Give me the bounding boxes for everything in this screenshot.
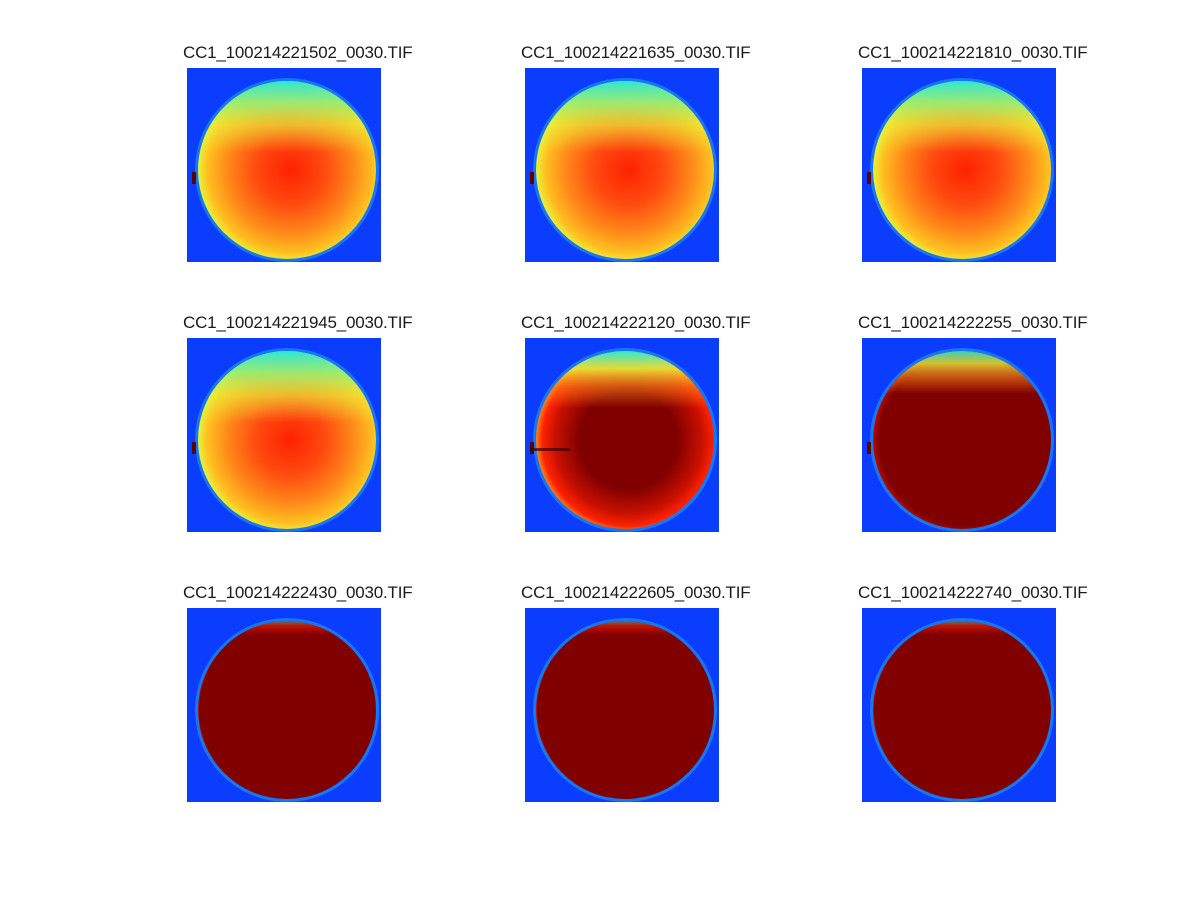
panel-8: CC1_100214222605_0030.TIF xyxy=(521,583,751,803)
panel-9: CC1_100214222740_0030.TIF xyxy=(858,583,1088,803)
panel-title: CC1_100214221810_0030.TIF xyxy=(858,43,1088,62)
panel-image xyxy=(525,68,719,262)
panel-title: CC1_100214222605_0030.TIF xyxy=(521,583,751,602)
panel-title: CC1_100214222430_0030.TIF xyxy=(183,583,413,602)
panel-image xyxy=(862,338,1056,532)
panel-image xyxy=(187,608,381,802)
panel-image xyxy=(862,608,1056,802)
panel-title: CC1_100214221945_0030.TIF xyxy=(183,313,413,332)
panel-title: CC1_100214222120_0030.TIF xyxy=(521,313,751,332)
panel-2: CC1_100214221635_0030.TIF xyxy=(521,43,751,263)
panel-image xyxy=(525,608,719,802)
panel-7: CC1_100214222430_0030.TIF xyxy=(183,583,413,803)
panel-4: CC1_100214221945_0030.TIF xyxy=(183,313,413,533)
panel-title: CC1_100214221635_0030.TIF xyxy=(521,43,751,62)
panel-title: CC1_100214222255_0030.TIF xyxy=(858,313,1088,332)
panel-image xyxy=(187,68,381,262)
panel-3: CC1_100214221810_0030.TIF xyxy=(858,43,1088,263)
panel-title: CC1_100214221502_0030.TIF xyxy=(183,43,413,62)
panel-title: CC1_100214222740_0030.TIF xyxy=(858,583,1088,602)
panel-image xyxy=(862,68,1056,262)
panel-image xyxy=(187,338,381,532)
panel-image xyxy=(525,338,719,532)
panel-5: CC1_100214222120_0030.TIF xyxy=(521,313,751,533)
panel-1: CC1_100214221502_0030.TIF xyxy=(183,43,413,263)
panel-6: CC1_100214222255_0030.TIF xyxy=(858,313,1088,533)
